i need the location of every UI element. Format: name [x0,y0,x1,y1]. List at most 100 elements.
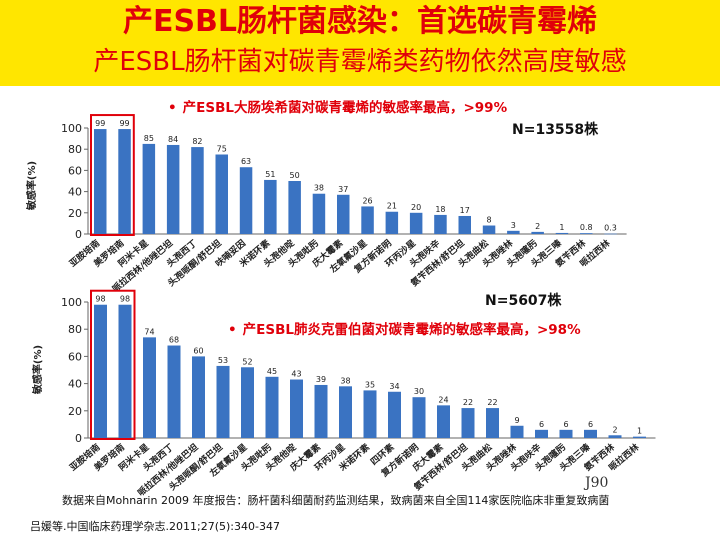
chart2-bar [363,390,377,438]
header-banner [0,0,720,86]
chart1-bar [337,194,350,234]
chart2-bar [388,391,401,438]
chart2-data-label: 24 [438,395,448,404]
chart2-bar [486,408,499,438]
chart1-data-label: 37 [338,185,348,194]
chart2-data-label: 6 [563,420,568,429]
chart2-data-label: 22 [487,398,497,407]
chart1-data-label: 51 [265,170,275,179]
source-line-1: 数据来自Mohnarin 2009 年度报告：肠杆菌科细菌耐药监测结果，致病菌来… [62,494,610,507]
chart2-n-label: N=5607株 [485,293,562,309]
chart1-data-label: 38 [314,184,324,193]
chart2-ytick-label: 80 [68,323,82,336]
chart2-data-label: 6 [539,420,544,429]
chart1-bar [409,212,423,234]
chart1-bar [482,225,496,234]
chart2-bar [94,304,107,438]
chart2-bar [510,425,524,438]
chart1-ytick-label: 40 [68,186,82,199]
chart1-data-label: 18 [435,205,445,214]
chart2-bar [535,429,548,438]
chart1-bar [142,143,156,234]
chart2-bar [339,386,352,438]
source-line-2: 吕媛等.中国临床药理学杂志.2011;27(5):340-347 [30,520,280,533]
chart2-data-label: 9 [514,416,519,425]
chart2-bar [559,429,573,438]
chart1-bar [531,231,544,234]
chart1-bar [118,129,131,234]
chart2-data-label: 43 [291,370,301,379]
chart2-bar [192,356,205,438]
chart1-bar [239,167,253,234]
chart2-data-label: 74 [144,327,154,336]
chart1-data-label: 85 [144,134,154,143]
chart2-bar [584,429,597,438]
chart1-bar [312,193,326,234]
chart1-data-label: 20 [411,203,421,212]
chart1-bar [191,147,204,234]
chart1-data-label: 1 [559,223,564,232]
chart2-data-label: 98 [120,295,130,304]
chart2-data-label: 2 [612,425,617,434]
chart2-bar [265,376,279,438]
chart1-bar [604,233,617,235]
chart2-data-label: 60 [193,346,203,355]
chart1-n-label: N=13558株 [512,122,599,138]
note-ecoli-text: 产ESBL大肠埃希菌对碳青霉烯的敏感率最高，>99% [182,100,508,116]
chart2-data-label: 52 [242,357,252,366]
chart2-bar [412,397,426,438]
chart2-data-label: 45 [267,367,277,376]
chart2-data-label: 6 [588,420,593,429]
chart2-ytick-label: 100 [61,296,82,309]
chart1-bar [94,129,107,234]
chart1-bar [434,214,447,234]
chart1-bar [385,211,399,234]
chart1-ytick-label: 20 [68,207,82,220]
chart2-bar [167,345,181,438]
chart2-data-label: 34 [389,382,399,391]
note-kpn: • 产ESBL肺炎克雷伯菌对碳青霉烯的敏感率最高，>98% [228,318,581,338]
chart1-data-label: 63 [241,157,251,166]
chart1-data-label: 3 [511,221,516,230]
chart2-highlight-box [90,289,136,440]
chart1-bar [166,144,180,234]
chart1-bar [555,232,569,234]
chart2-data-label: 1 [637,427,642,436]
chart2-data-label: 68 [169,336,179,345]
chart1-bar [264,179,277,234]
chart1-bar [507,230,520,234]
chart1-data-label: 26 [362,196,372,205]
chart2-bar [461,408,475,438]
chart2-ytick-label: 40 [68,378,82,391]
chart1-ytick-label: 60 [68,164,82,177]
chart1-data-label: 50 [290,171,300,180]
chart2-data-label: 38 [340,376,350,385]
chart1-data-label: 0.3 [604,224,617,233]
chart2-data-label: 53 [218,356,228,365]
chart2-ytick-label: 0 [75,432,82,445]
chart1-ytick-label: 100 [61,122,82,135]
page-title: 产ESBL肠杆菌感染：首选碳青霉烯 [122,4,598,39]
chart2-bar [608,435,622,438]
chart1-bar [215,154,228,234]
chart2-ytick-label: 60 [68,350,82,363]
chart1-bar [361,206,374,234]
chart1-bar [580,233,593,234]
chart2-bar [143,337,156,438]
chart2-bar [437,405,450,438]
chart1-data-label: 82 [192,137,202,146]
chart1-data-label: 75 [217,145,227,154]
chart2-data-label: 22 [463,398,473,407]
chart1-data-label: 84 [168,135,178,144]
chart1-data-label: 2 [535,222,540,231]
chart1-highlight-box [90,114,135,236]
page-subtitle: 产ESBL肠杆菌对碳青霉烯类药物依然高度敏感 [93,47,627,77]
chart1-data-label: 99 [119,119,129,128]
chart1-data-label: 99 [95,119,105,128]
chart1-ytick-label: 80 [68,143,82,156]
chart2-bar [118,304,132,438]
chart2-bar [216,365,230,438]
chart1-bar [288,181,301,234]
chart2-data-label: 35 [365,380,375,389]
